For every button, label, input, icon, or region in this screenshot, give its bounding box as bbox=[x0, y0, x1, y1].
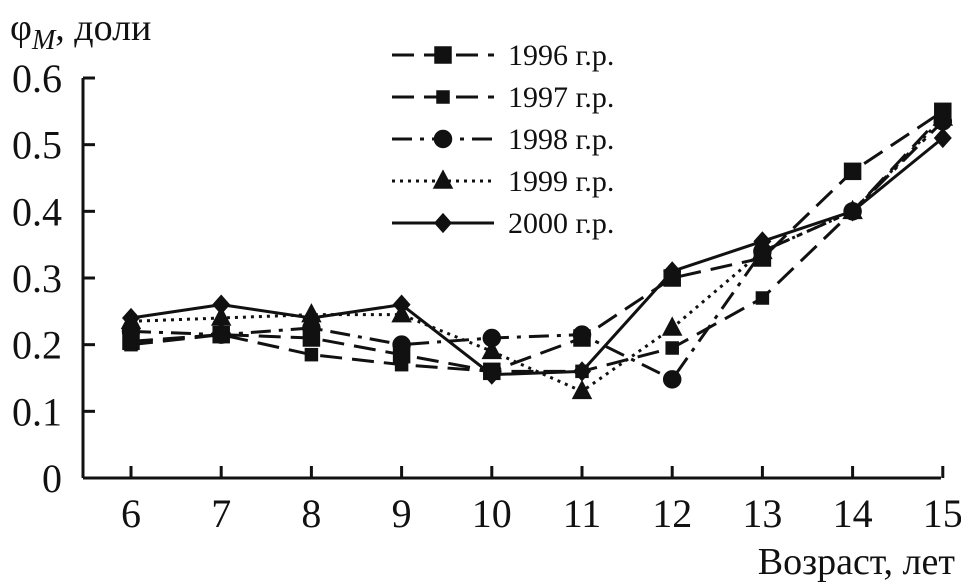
x-tick-label: 15 bbox=[923, 491, 961, 536]
data-point bbox=[211, 325, 231, 344]
data-point bbox=[843, 201, 862, 222]
data-point bbox=[843, 162, 862, 181]
x-tick-label: 14 bbox=[833, 491, 873, 536]
y-tick-label: 0.4 bbox=[12, 189, 62, 234]
data-point bbox=[572, 361, 592, 382]
y-tick-label: 0.3 bbox=[12, 256, 62, 301]
y-axis-title-rest: , доли bbox=[55, 7, 151, 49]
x-tick-label: 7 bbox=[211, 491, 231, 536]
legend-label: 1997 г.р. bbox=[508, 81, 614, 114]
y-tick-label: 0 bbox=[42, 456, 62, 501]
data-point bbox=[304, 347, 319, 362]
legend-entry: 1996 г.р. bbox=[392, 39, 614, 72]
data-point bbox=[121, 307, 141, 329]
x-tick-label: 10 bbox=[472, 491, 512, 536]
data-point bbox=[662, 370, 682, 389]
x-tick-label: 6 bbox=[121, 491, 141, 536]
data-point bbox=[665, 341, 679, 355]
x-tick-label: 8 bbox=[301, 491, 321, 536]
y-ticks: 0 0.1 0.2 0.3 0.4 0.5 0.6 bbox=[12, 56, 95, 501]
legend-marker bbox=[433, 129, 453, 149]
data-point bbox=[210, 306, 232, 326]
legend-label: 1996 г.р. bbox=[508, 39, 614, 72]
y-axis-title: φM, доли bbox=[10, 7, 151, 56]
data-point bbox=[392, 335, 411, 354]
data-point bbox=[302, 307, 321, 329]
legend-marker bbox=[434, 46, 452, 64]
data-point bbox=[394, 357, 409, 372]
legend-entry: 1998 г.р. bbox=[392, 123, 614, 156]
data-point bbox=[933, 127, 952, 149]
series-line bbox=[130, 116, 944, 393]
x-tick-label: 9 bbox=[392, 491, 412, 536]
legend: 1996 г.р. 1997 г.р. 1998 г.р. 1999 г.р. 2000… bbox=[392, 39, 614, 240]
data-point bbox=[212, 294, 231, 315]
data-point bbox=[482, 364, 501, 385]
data-point bbox=[753, 231, 772, 252]
series-line bbox=[130, 113, 944, 373]
x-axis-title: Возраст, лет bbox=[758, 541, 956, 583]
data-point bbox=[661, 316, 683, 336]
y-axis-title-subscript: M bbox=[31, 25, 57, 56]
series-2000 bbox=[121, 127, 952, 385]
legend-label: 1998 г.р. bbox=[508, 123, 614, 156]
legend-marker bbox=[432, 169, 454, 189]
data-point bbox=[392, 294, 411, 315]
data-point bbox=[572, 325, 592, 344]
legend-entry: 1999 г.р. bbox=[392, 165, 614, 198]
y-tick-label: 0.6 bbox=[12, 56, 62, 101]
legend-entry: 1997 г.р. bbox=[392, 81, 614, 114]
data-point bbox=[755, 291, 770, 305]
data-point bbox=[932, 106, 954, 126]
series-line bbox=[130, 110, 944, 373]
y-tick-label: 0.5 bbox=[12, 123, 62, 168]
legend-marker bbox=[436, 90, 450, 104]
series-layer bbox=[120, 102, 954, 400]
legend-label: 2000 г.р. bbox=[508, 207, 614, 240]
data-point bbox=[663, 261, 682, 282]
x-tick-label: 13 bbox=[742, 491, 782, 536]
data-point bbox=[481, 339, 503, 360]
y-tick-label: 0.2 bbox=[12, 323, 62, 368]
legend-marker bbox=[433, 212, 453, 234]
data-point bbox=[571, 379, 593, 400]
y-axis-title-symbol: φ bbox=[10, 7, 32, 49]
legend-label: 1999 г.р. bbox=[508, 165, 614, 198]
series-line bbox=[130, 120, 944, 381]
x-tick-label: 11 bbox=[563, 491, 602, 536]
y-tick-label: 0.1 bbox=[12, 389, 62, 434]
series-line bbox=[130, 136, 944, 377]
legend-entry: 2000 г.р. bbox=[392, 207, 614, 240]
x-ticks: 6 7 8 9 10 11 12 13 14 15 bbox=[121, 466, 961, 536]
x-tick-label: 12 bbox=[652, 491, 692, 536]
